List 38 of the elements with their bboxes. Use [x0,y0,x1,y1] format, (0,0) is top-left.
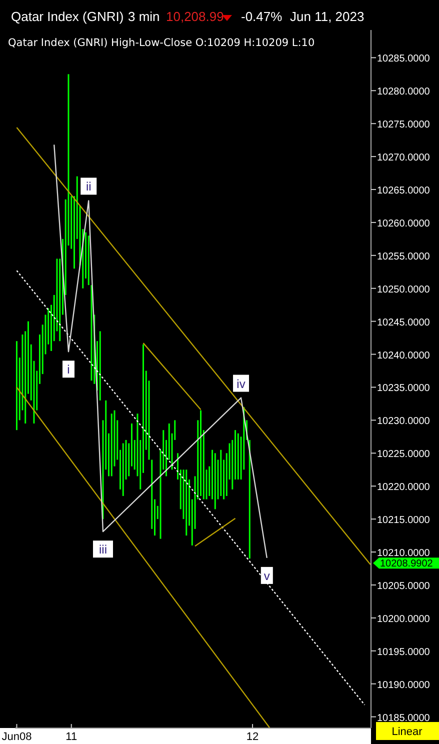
line-series [54,144,268,559]
y-tick-label: 10245.0000 [377,317,430,328]
y-tick-label: 10275.0000 [377,120,430,131]
text: Jun 11, 2023 [290,9,364,24]
x-tick-label: Jun08 [2,731,32,743]
annotation: v [264,568,270,583]
y-tick-label: 10225.0000 [377,449,430,460]
y-tick-label: 10210.0000 [377,548,430,560]
x-tick-label: 12 [246,731,259,743]
y-tick-label: 10185.0000 [377,712,430,724]
y-tick-label: 10200.0000 [377,614,430,625]
y-tick-label: 10255.0000 [377,251,430,262]
y-tick-label: 10280.0000 [377,86,430,98]
y-tick-label: 10220.0000 [377,482,430,494]
annotation: ii [86,180,92,194]
text: -0.47% [241,9,283,24]
chart-title: Qatar Index (GNRI) [11,9,124,24]
y-tick-label: 10230.0000 [377,416,430,428]
y-tick-label: 10205.0000 [377,580,430,592]
y-tick-label: 10215.0000 [377,515,430,526]
annotation: iv [236,376,246,391]
y-tick-label: 10270.0000 [377,152,430,164]
y-tick-label: 10235.0000 [377,383,430,394]
text: 3 min [128,9,160,24]
x-tick-label: 11 [66,731,78,743]
annotation: Qatar Index (GNRI) High-Low-Close O:10209 H:10209 L:10 [8,37,315,49]
annotation: i [67,362,70,377]
y-tick-label: 10195.0000 [377,646,430,658]
y-tick-label: 10190.0000 [377,680,430,691]
y-tick-label: 10240.0000 [377,350,430,362]
annotation: iii [98,542,107,557]
y-tick-label: 10265.0000 [377,186,430,197]
text: Linear [392,726,423,738]
y-tick-label: 10260.0000 [377,218,430,230]
y-tick-label: 10285.0000 [377,54,430,65]
text: 10,208.99 [166,9,224,24]
text: 10208.9902 [380,558,434,570]
y-tick-label: 10250.0000 [377,284,430,296]
